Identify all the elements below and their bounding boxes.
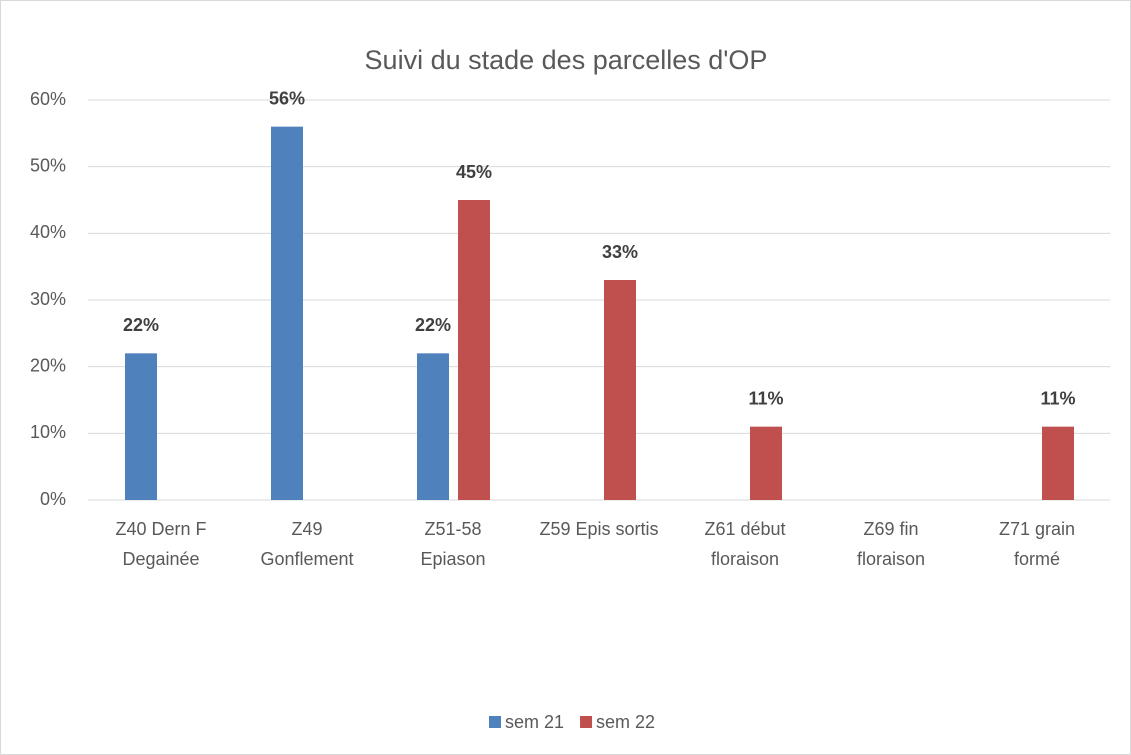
legend-swatch <box>580 716 593 728</box>
x-tick-label: Z49 Gonflement <box>260 519 353 569</box>
data-label: 45% <box>456 162 492 182</box>
data-label: 11% <box>748 388 783 408</box>
y-tick-label: 30% <box>30 289 66 309</box>
bar <box>604 280 636 500</box>
bar <box>1042 426 1074 500</box>
data-label: 11% <box>1040 388 1075 408</box>
legend-swatch <box>489 716 501 728</box>
y-tick-label: 20% <box>30 355 66 375</box>
y-tick-label: 60% <box>30 89 66 109</box>
x-tick-label: Z61 début floraison <box>704 519 785 569</box>
x-tick-label: Z71 grain formé <box>999 519 1075 569</box>
y-tick-label: 0% <box>40 489 66 509</box>
chart-title: Suivi du stade des parcelles d'OP <box>365 45 768 75</box>
x-tick-label: Z51-58 Epiason <box>420 519 485 569</box>
y-tick-label: 50% <box>30 155 66 175</box>
x-tick-label: Z59 Epis sortis <box>539 519 658 539</box>
bar <box>271 126 303 501</box>
legend-label: sem 21 <box>505 712 564 732</box>
bar <box>458 200 490 500</box>
legend-label: sem 22 <box>596 712 655 732</box>
data-label: 22% <box>123 315 159 335</box>
bar <box>125 353 157 500</box>
data-label: 33% <box>602 242 638 262</box>
data-label: 22% <box>415 315 451 335</box>
data-label: 56% <box>269 88 305 108</box>
y-tick-label: 40% <box>30 222 66 242</box>
x-tick-label: Z40 Dern F Degainée <box>115 519 206 569</box>
y-tick-label: 10% <box>30 422 66 442</box>
bar <box>417 353 449 500</box>
bar <box>750 426 782 500</box>
x-tick-label: Z69 fin floraison <box>857 519 925 569</box>
